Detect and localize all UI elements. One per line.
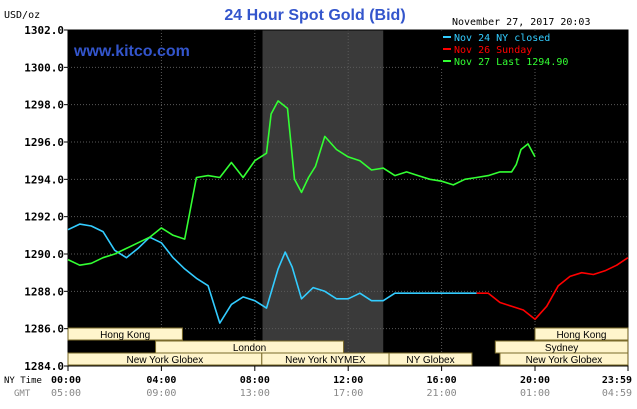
session-label: London — [233, 343, 266, 354]
legend-label: Nov 27 Last 1294.90 — [454, 57, 568, 68]
chart-title: 24 Hour Spot Gold (Bid) — [224, 7, 405, 24]
x-tick-label-gmt: 09:00 — [146, 388, 176, 399]
y-tick-label: 1296.0 — [24, 136, 64, 149]
session-box — [534, 327, 629, 341]
y-axis: 1302.0 1300.0 1298.0 1296.0 1294.0 1292.0 1290… — [24, 24, 68, 373]
series-line-1 — [67, 223, 477, 324]
legend-label: Nov 24 NY closed — [454, 33, 550, 44]
x-tick-label-gmt: 13:00 — [240, 388, 270, 399]
date-label: November 27, 2017 20:03 — [452, 17, 590, 28]
legend-background — [438, 31, 628, 69]
session-box — [67, 327, 183, 341]
y-tick-label: 1292.0 — [24, 211, 64, 224]
legend-label: Nov 26 Sunday — [454, 45, 532, 56]
series-line-3 — [67, 100, 536, 267]
x-tick-label-ny: 12:00 — [333, 375, 363, 386]
x-tick-label-gmt: 05:00 — [51, 388, 81, 399]
session-label: Hong Kong — [556, 330, 606, 341]
x-axis: 00:00 05:00 04:00 09:00 08:00 13:00 12:00 17:00… — [51, 366, 632, 399]
x-tick-label-gmt: 17:00 — [333, 388, 363, 399]
y-tick-label: 1302.0 — [24, 24, 64, 37]
x-tick-label-ny: 08:00 — [240, 375, 270, 386]
nymex-session-shade — [262, 30, 384, 366]
ny-time-label: NY Time — [4, 376, 42, 386]
gmt-label: GMT — [14, 389, 31, 399]
session-label: NY Globex — [406, 355, 454, 366]
session-label: New York Globex — [526, 355, 603, 366]
x-tick-label-gmt: 21:00 — [427, 388, 457, 399]
session-label: Sydney — [545, 343, 578, 354]
x-tick-label-ny: 16:00 — [427, 375, 457, 386]
series-group — [67, 100, 629, 324]
y-tick-label: 1300.0 — [24, 61, 64, 74]
series-line-2 — [476, 257, 629, 321]
x-tick-label-ny: 20:00 — [520, 375, 550, 386]
y-tick-label: 1294.0 — [24, 173, 64, 186]
session-label: Hong Kong — [100, 330, 150, 341]
y-tick-label: 1288.0 — [24, 285, 64, 298]
x-tick-label-ny: 04:00 — [146, 375, 176, 386]
y-tick-label: 1298.0 — [24, 99, 64, 112]
x-tick-label-ny: 00:00 — [51, 375, 81, 386]
session-label: New York NYMEX — [285, 355, 366, 366]
plot-area — [67, 29, 629, 367]
session-box — [499, 352, 629, 366]
source-label: www.kitco.com — [73, 43, 190, 60]
x-tick-label-gmt: 01:00 — [520, 388, 550, 399]
y-tick-label: 1284.0 — [24, 360, 64, 373]
x-tick-label-ny: 23:59 — [602, 375, 632, 386]
y-axis-unit-label: USD/oz — [4, 10, 40, 21]
y-tick-label: 1286.0 — [24, 323, 64, 336]
session-label: New York Globex — [127, 355, 204, 366]
y-tick-label: 1290.0 — [24, 248, 64, 261]
session-box — [388, 352, 473, 366]
x-tick-label-gmt: 04:59 — [602, 388, 632, 399]
